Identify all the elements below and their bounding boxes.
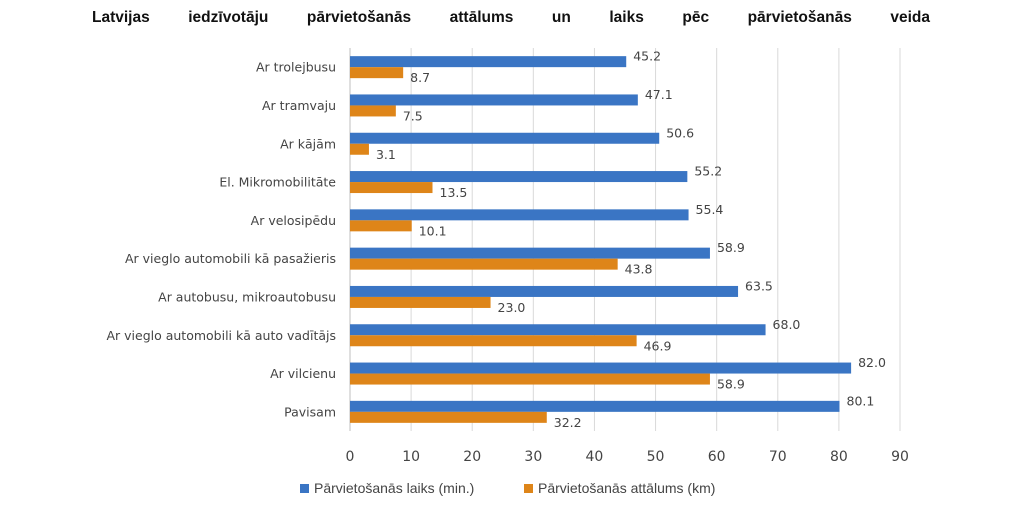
x-tick-label: 70: [769, 449, 787, 465]
legend-swatch-distance: [524, 484, 533, 493]
category-label: Ar tramvaju: [262, 98, 336, 113]
bar-time: [350, 400, 840, 412]
category-label: Ar vieglo automobili kā pasažieris: [125, 251, 336, 266]
bar-distance: [350, 335, 637, 347]
bar-distance: [350, 182, 433, 194]
bar-time: [350, 132, 660, 144]
category-label: Ar trolejbusu: [256, 60, 336, 75]
bar-distance: [350, 296, 491, 308]
value-label-time: 45.2: [633, 49, 661, 64]
value-label-distance: 23.0: [498, 300, 526, 315]
value-label-distance: 58.9: [717, 377, 745, 392]
value-label-time: 68.0: [773, 317, 801, 332]
bar-time: [350, 362, 852, 374]
legend-label-time: Pārvietošanās laiks (min.): [314, 480, 474, 496]
value-label-time: 63.5: [745, 278, 773, 293]
bar-distance: [350, 67, 404, 79]
title-word: laiks: [609, 9, 644, 26]
legend-label-distance: Pārvietošanās attālums (km): [538, 480, 715, 496]
value-labels: 45.2 8.7 47.1 7.5 50.6 3.1 55.2 13.5 55.4 10.1 58.…: [376, 49, 886, 430]
bar-distance: [350, 105, 396, 117]
title-word: iedzīvotāju: [188, 9, 269, 26]
chart-title: Latvijas iedzīvotāju pārvietošanās attālums…: [92, 9, 930, 27]
bar-time: [350, 171, 688, 183]
category-label: Ar velosipēdu: [251, 213, 336, 228]
title-word: Latvijas: [92, 9, 150, 26]
x-tick-label: 90: [891, 449, 909, 465]
bar-distance: [350, 373, 710, 385]
bar-time: [350, 285, 739, 297]
legend: Pārvietošanās laiks (min.) Pārvietošanās …: [300, 480, 715, 496]
value-label-time: 82.0: [858, 355, 886, 370]
bar-time: [350, 56, 627, 68]
category-label: Ar autobusu, mikroautobusu: [158, 289, 336, 304]
value-label-distance: 43.8: [625, 262, 653, 277]
category-label: El. Mikromobilitāte: [219, 175, 336, 190]
category-label: Ar vieglo automobili kā auto vadītājs: [106, 328, 336, 343]
value-label-distance: 7.5: [403, 108, 423, 123]
bars-group: [350, 56, 852, 423]
value-label-time: 50.6: [666, 125, 694, 140]
title-word: pārvietošanās: [747, 9, 852, 26]
value-label-time: 58.9: [717, 240, 745, 255]
bar-distance: [350, 411, 547, 423]
bar-distance: [350, 258, 618, 270]
x-axis-ticks: 0 10 20 30 40 50 60 70 80 90: [346, 449, 909, 465]
value-label-time: 55.4: [696, 202, 724, 217]
value-label-distance: 3.1: [376, 147, 396, 162]
x-tick-label: 80: [830, 449, 848, 465]
value-label-distance: 10.1: [419, 223, 447, 238]
x-tick-label: 0: [346, 449, 355, 465]
x-tick-label: 60: [708, 449, 726, 465]
value-label-distance: 32.2: [554, 415, 582, 430]
legend-swatch-time: [300, 484, 309, 493]
value-label-time: 47.1: [645, 87, 673, 102]
value-label-time: 80.1: [847, 393, 875, 408]
title-word: un: [551, 9, 571, 26]
category-label: Ar kājām: [280, 136, 336, 151]
title-word: pārvietošanās: [306, 9, 412, 26]
bar-distance: [350, 143, 369, 155]
bar-distance: [350, 220, 412, 232]
title-word: pēc: [682, 9, 710, 26]
value-label-distance: 46.9: [644, 338, 672, 353]
x-tick-label: 20: [463, 449, 481, 465]
x-tick-label: 50: [647, 449, 665, 465]
value-label-distance: 8.7: [410, 70, 430, 85]
category-label: Pavisam: [284, 404, 336, 419]
bar-time: [350, 94, 638, 106]
title-word: attālums: [449, 9, 514, 26]
bar-time: [350, 209, 689, 221]
value-label-distance: 13.5: [440, 185, 468, 200]
bar-time: [350, 324, 766, 336]
x-tick-label: 30: [524, 449, 542, 465]
x-tick-label: 10: [402, 449, 420, 465]
category-label: Ar vilcienu: [270, 366, 336, 381]
value-label-time: 55.2: [694, 164, 722, 179]
title-word: veida: [890, 9, 930, 26]
bar-time: [350, 247, 710, 259]
x-tick-label: 40: [586, 449, 604, 465]
category-labels: Ar trolejbusu Ar tramvaju Ar kājām El. Mikr…: [106, 60, 336, 420]
